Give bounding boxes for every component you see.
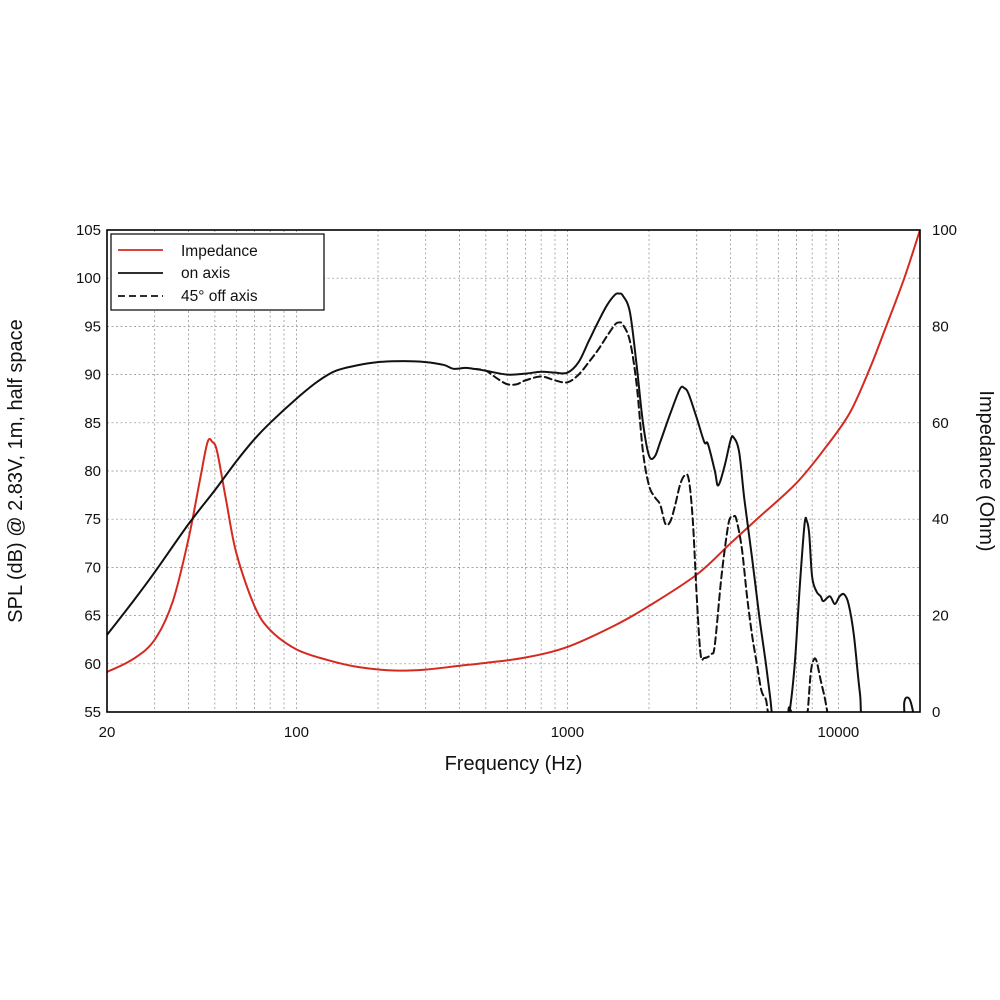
y-left-axis-title: SPL (dB) @ 2.83V, 1m, half space xyxy=(5,319,27,622)
y-right-tick-label: 60 xyxy=(932,415,949,432)
y-left-tick-label: 70 xyxy=(84,559,101,576)
x-tick-label: 1000 xyxy=(551,724,584,741)
y-left-tick-label: 105 xyxy=(76,222,101,239)
y-right-tick-label: 40 xyxy=(932,511,949,528)
y-right-tick-label: 100 xyxy=(932,222,957,239)
y-left-tick-label: 65 xyxy=(84,608,101,625)
series-layer xyxy=(107,230,920,712)
x-tick-label: 20 xyxy=(99,724,116,741)
y-left-tick-label: 55 xyxy=(84,704,101,721)
y-left-tick-label: 60 xyxy=(84,656,101,673)
y-left-tick-label: 80 xyxy=(84,463,101,480)
legend-label-impedance: Impedance xyxy=(181,243,258,260)
grid xyxy=(107,230,920,712)
legend: Impedance on axis 45° off axis xyxy=(110,233,325,311)
legend-label-on-axis: on axis xyxy=(181,265,230,282)
y-right-tick-label: 0 xyxy=(932,704,940,721)
tick-labels: 20 100 1000 10000 55 60 65 70 75 80 85 90 95 100 105 0 2… xyxy=(76,222,957,741)
plot-frame xyxy=(106,229,921,713)
y-left-tick-label: 85 xyxy=(84,415,101,432)
y-left-tick-label: 75 xyxy=(84,511,101,528)
y-right-tick-label: 20 xyxy=(932,608,949,625)
legend-box xyxy=(110,233,325,311)
y-right-tick-label: 80 xyxy=(932,318,949,335)
y-right-axis-title: Impedance (Ohm) xyxy=(975,390,997,551)
y-left-tick-label: 90 xyxy=(84,367,101,384)
x-tick-label: 10000 xyxy=(818,724,860,741)
y-left-tick-label: 100 xyxy=(76,270,101,287)
x-tick-label: 100 xyxy=(284,724,309,741)
series-line-on-axis xyxy=(107,292,915,712)
series-line-impedance xyxy=(107,230,920,673)
y-left-tick-label: 95 xyxy=(84,318,101,335)
x-axis-title: Frequency (Hz) xyxy=(445,753,583,775)
series-line-45-off-axis xyxy=(472,321,829,712)
legend-label-off-axis: 45° off axis xyxy=(181,288,258,305)
